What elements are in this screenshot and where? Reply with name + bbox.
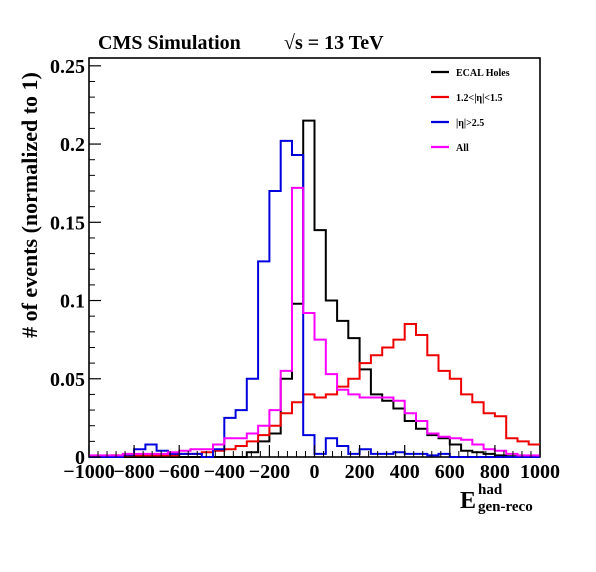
x-tick-label: −800 xyxy=(113,461,154,483)
legend-label: 1.2<|η|<1.5 xyxy=(456,93,502,104)
y-tick-label: 0 xyxy=(75,447,85,469)
x-tick-label: −1000 xyxy=(63,461,114,483)
x-tick-label: 800 xyxy=(480,461,510,483)
x-axis-label: E xyxy=(460,488,476,514)
y-tick-label: 0.25 xyxy=(50,56,85,78)
x-tick-label: 400 xyxy=(390,461,420,483)
histogram-series-2 xyxy=(89,139,540,458)
chart-title: CMS Simulation xyxy=(98,32,241,54)
legend-label: ECAL Holes xyxy=(456,68,510,79)
y-axis-label: # of events (normalized to 1) xyxy=(17,72,42,338)
y-tick-label: 0.05 xyxy=(50,369,85,391)
histogram-series-0 xyxy=(89,119,540,458)
x-tick-label: 0 xyxy=(310,461,320,483)
x-axis-label-subscript: gen-reco xyxy=(478,499,533,515)
histogram-series-3 xyxy=(89,186,540,457)
legend: ECAL Holes 1.2<|η|<1.5 |η|>2.5 All xyxy=(431,68,510,154)
x-tick-label: 1000 xyxy=(520,461,560,483)
axes-group: −1000−800 −600 −400 −200 0 200 400 600 800 1000 0 0… xyxy=(50,56,560,483)
y-tick-label: 0.15 xyxy=(50,212,85,234)
chart-subtitle: √s = 13 TeV xyxy=(284,32,384,54)
legend-label: All xyxy=(456,143,469,154)
x-tick-label: 600 xyxy=(435,461,465,483)
x-tick-label: 200 xyxy=(345,461,375,483)
x-tick-label: −400 xyxy=(204,461,245,483)
y-tick-label: 0.2 xyxy=(60,134,85,156)
histogram-series-group xyxy=(89,119,540,458)
legend-label: |η|>2.5 xyxy=(456,118,484,129)
x-tick-label: −200 xyxy=(249,461,290,483)
x-axis-label-superscript: had xyxy=(478,482,503,498)
y-tick-label: 0.1 xyxy=(60,291,85,313)
x-tick-label: −600 xyxy=(158,461,199,483)
